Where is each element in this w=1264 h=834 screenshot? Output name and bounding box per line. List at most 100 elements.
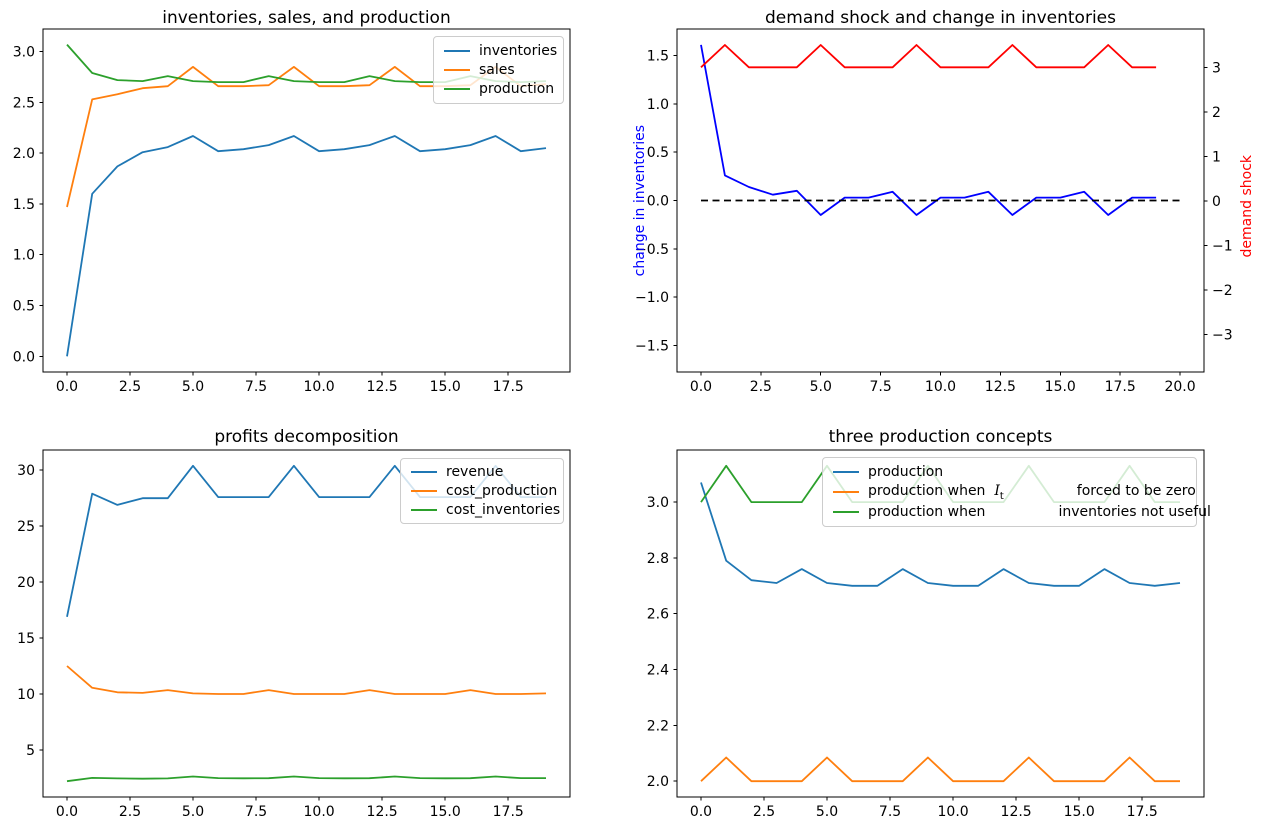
tick-label: 7.5	[245, 804, 267, 820]
tick-label: 3.0	[647, 495, 669, 511]
plot-box	[676, 449, 1205, 798]
tick-label: −1.5	[635, 338, 669, 354]
legend-item-cost-inventories: cost_inventories	[411, 502, 560, 518]
legend-inventories-sales-production: inventories sales production	[433, 36, 564, 104]
tick-label: 2.8	[647, 551, 669, 567]
tick-label: 10	[17, 687, 35, 703]
math-italic-I: I	[994, 482, 1000, 499]
tick-label: 1.5	[13, 197, 35, 213]
tick-label: 2.5	[119, 804, 141, 820]
tick-label: 10.0	[304, 804, 335, 820]
y-axis-label-demand-shock: demand shock	[1239, 155, 1255, 258]
tick-label: −1	[1212, 238, 1233, 254]
chart-title-three-production-concepts: three production concepts	[828, 427, 1053, 447]
series-line-demand-shock	[700, 44, 1157, 69]
tick-label: 15.0	[1064, 804, 1095, 820]
tick-label: 2.4	[647, 663, 669, 679]
chart-title-profits-decomposition: profits decomposition	[214, 427, 399, 447]
series-line-production-when-inventories-forced-to-be-zero	[700, 756, 1180, 783]
tick-label: 15.0	[430, 804, 461, 820]
plot-box	[676, 28, 1205, 373]
tick-label: 2	[1212, 105, 1221, 121]
legend-line-swatch	[411, 508, 437, 511]
tick-label: 5.0	[810, 379, 832, 395]
tick-label: 0.0	[690, 804, 712, 820]
legend-line-swatch	[833, 511, 859, 514]
tick-label: 12.5	[985, 379, 1016, 395]
legend-line-swatch	[444, 68, 470, 71]
tick-label: 12.5	[1001, 804, 1032, 820]
legend-item-production: production	[444, 81, 555, 98]
tick-label: 0.0	[56, 804, 78, 820]
plot-box	[42, 28, 571, 373]
tick-label: 5.0	[816, 804, 838, 820]
tick-label: 0.5	[13, 299, 35, 315]
legend-label: production	[479, 81, 555, 98]
tick-label: 0	[1212, 194, 1221, 210]
math-subscript-t: t	[999, 490, 1004, 502]
tick-label: 3.0	[13, 45, 35, 61]
tick-label: 2.5	[119, 379, 141, 395]
tick-label: 3	[1212, 60, 1221, 76]
legend-item-production: production	[833, 464, 1186, 480]
tick-label: 2.2	[647, 718, 669, 734]
tick-label: 5.0	[182, 804, 204, 820]
tick-label: 2.5	[753, 804, 775, 820]
tick-label: 0.5	[647, 145, 669, 161]
tick-label: 7.5	[869, 379, 891, 395]
legend-label: production	[868, 463, 944, 480]
legend-profits-decomposition: revenue cost_production cost_inventories	[400, 458, 564, 524]
tick-label: 10.0	[304, 379, 335, 395]
tick-label: 7.5	[879, 804, 901, 820]
tick-label: 10.0	[938, 804, 969, 820]
tick-label: 15	[17, 631, 35, 647]
tick-label: 1.0	[647, 97, 669, 113]
legend-line-swatch	[833, 490, 859, 493]
tick-label: 15.0	[1045, 379, 1076, 395]
tick-label: 30	[17, 463, 35, 479]
tick-label: 1	[1212, 149, 1221, 165]
tick-label: 0.0	[647, 194, 669, 210]
legend-label: sales	[479, 61, 515, 78]
tick-label: 5.0	[182, 379, 204, 395]
tick-label: 0.0	[56, 379, 78, 395]
tick-label: 2.5	[13, 95, 35, 111]
tick-label: 17.5	[1105, 379, 1136, 395]
legend-label: cost_production	[446, 482, 558, 499]
tick-label: 17.5	[1127, 804, 1158, 820]
chart-title-demand-shock-and-change-in-inventories: demand shock and change in inventories	[765, 8, 1116, 28]
tick-label: 25	[17, 519, 35, 535]
tick-label: −3	[1212, 328, 1233, 344]
tick-label: 5	[26, 743, 35, 759]
legend-line-swatch	[833, 470, 859, 473]
tick-label: 7.5	[245, 379, 267, 395]
tick-label: 2.0	[647, 774, 669, 790]
series-line-inventories	[66, 135, 547, 357]
legend-line-swatch	[411, 489, 437, 492]
legend-label: cost_inventories	[446, 501, 561, 518]
legend-line-swatch	[444, 88, 470, 91]
legend-label: production when inventories not useful	[868, 504, 1211, 521]
legend-three-production-concepts: production production when It forced to b…	[822, 457, 1211, 527]
tick-label: 17.5	[493, 379, 524, 395]
tick-label: 0.0	[13, 349, 35, 365]
tick-label: 12.5	[367, 804, 398, 820]
tick-label: −1.0	[635, 290, 669, 306]
tick-label: 20.0	[1164, 379, 1195, 395]
plot-box	[42, 449, 571, 798]
tick-label: 12.5	[367, 379, 398, 395]
tick-label: 0.0	[690, 379, 712, 395]
legend-label: revenue	[446, 464, 504, 481]
legend-line-swatch	[411, 471, 437, 474]
legend-item-revenue: revenue	[411, 464, 553, 480]
tick-label: 10.0	[925, 379, 956, 395]
tick-label: 15.0	[430, 379, 461, 395]
chart-title-inventories-sales-production: inventories, sales, and production	[162, 8, 451, 28]
legend-item-sales: sales	[444, 62, 553, 78]
legend-item-production-when-inventories-not-useful: production when inventories not useful	[833, 504, 1211, 520]
tick-label: −2	[1212, 283, 1233, 299]
tick-label: 2.0	[13, 146, 35, 162]
legend-item-production-when-it-forced-to-be-zero: production when It forced to be zero	[833, 482, 1196, 502]
